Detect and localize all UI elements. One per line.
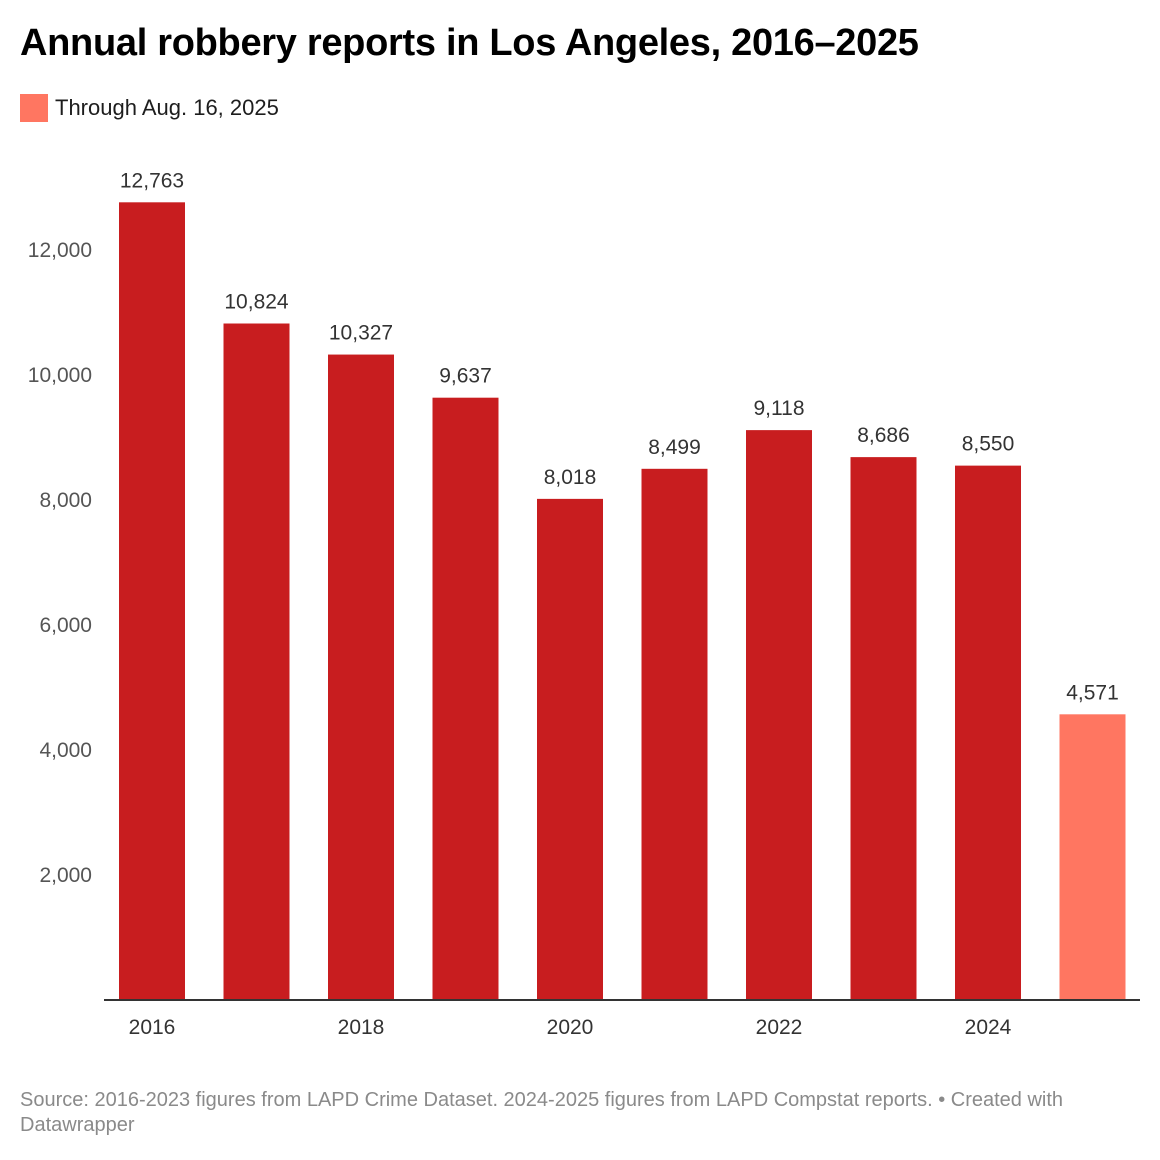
value-label: 9,637 — [439, 365, 492, 388]
y-tick-label: 6,000 — [39, 614, 92, 637]
x-tick-label: 2022 — [756, 1016, 803, 1039]
x-tick-label: 2020 — [547, 1016, 594, 1039]
value-label: 10,327 — [329, 322, 393, 345]
value-label: 4,571 — [1066, 681, 1119, 704]
x-tick-label: 2016 — [129, 1016, 176, 1039]
legend-label: Through Aug. 16, 2025 — [55, 95, 279, 120]
y-tick-label: 4,000 — [39, 739, 92, 762]
value-label: 8,686 — [857, 424, 910, 447]
x-tick-label: 2024 — [965, 1016, 1012, 1039]
bar-2025 — [1059, 714, 1126, 1000]
value-label: 10,824 — [224, 291, 289, 314]
chart-title: Annual robbery reports in Los Angeles, 2… — [20, 22, 919, 64]
value-label: 8,550 — [962, 433, 1015, 456]
chart-legend: Through Aug. 16, 2025 — [20, 94, 279, 122]
source-footer: Source: 2016-2023 figures from LAPD Crim… — [20, 1089, 1064, 1136]
bar-2020 — [537, 498, 603, 1000]
bar-2017 — [223, 323, 290, 1000]
bar-2024 — [955, 465, 1021, 1000]
value-label: 12,763 — [120, 169, 184, 192]
y-tick-label: 8,000 — [39, 489, 92, 512]
value-label: 8,018 — [544, 466, 597, 489]
value-label: 8,499 — [648, 436, 701, 459]
bar-2016 — [119, 202, 185, 1000]
y-tick-label: 10,000 — [28, 364, 92, 387]
bar-2022 — [746, 430, 812, 1000]
y-tick-label: 12,000 — [28, 239, 92, 262]
y-tick-label: 2,000 — [39, 864, 92, 887]
value-label: 9,118 — [754, 397, 805, 420]
bar-2023 — [850, 457, 917, 1000]
bar-2021 — [641, 468, 708, 1000]
x-tick-label: 2018 — [338, 1016, 385, 1039]
legend-swatch — [20, 94, 48, 122]
bar-2018 — [328, 354, 394, 1000]
bar-2019 — [432, 397, 499, 1000]
